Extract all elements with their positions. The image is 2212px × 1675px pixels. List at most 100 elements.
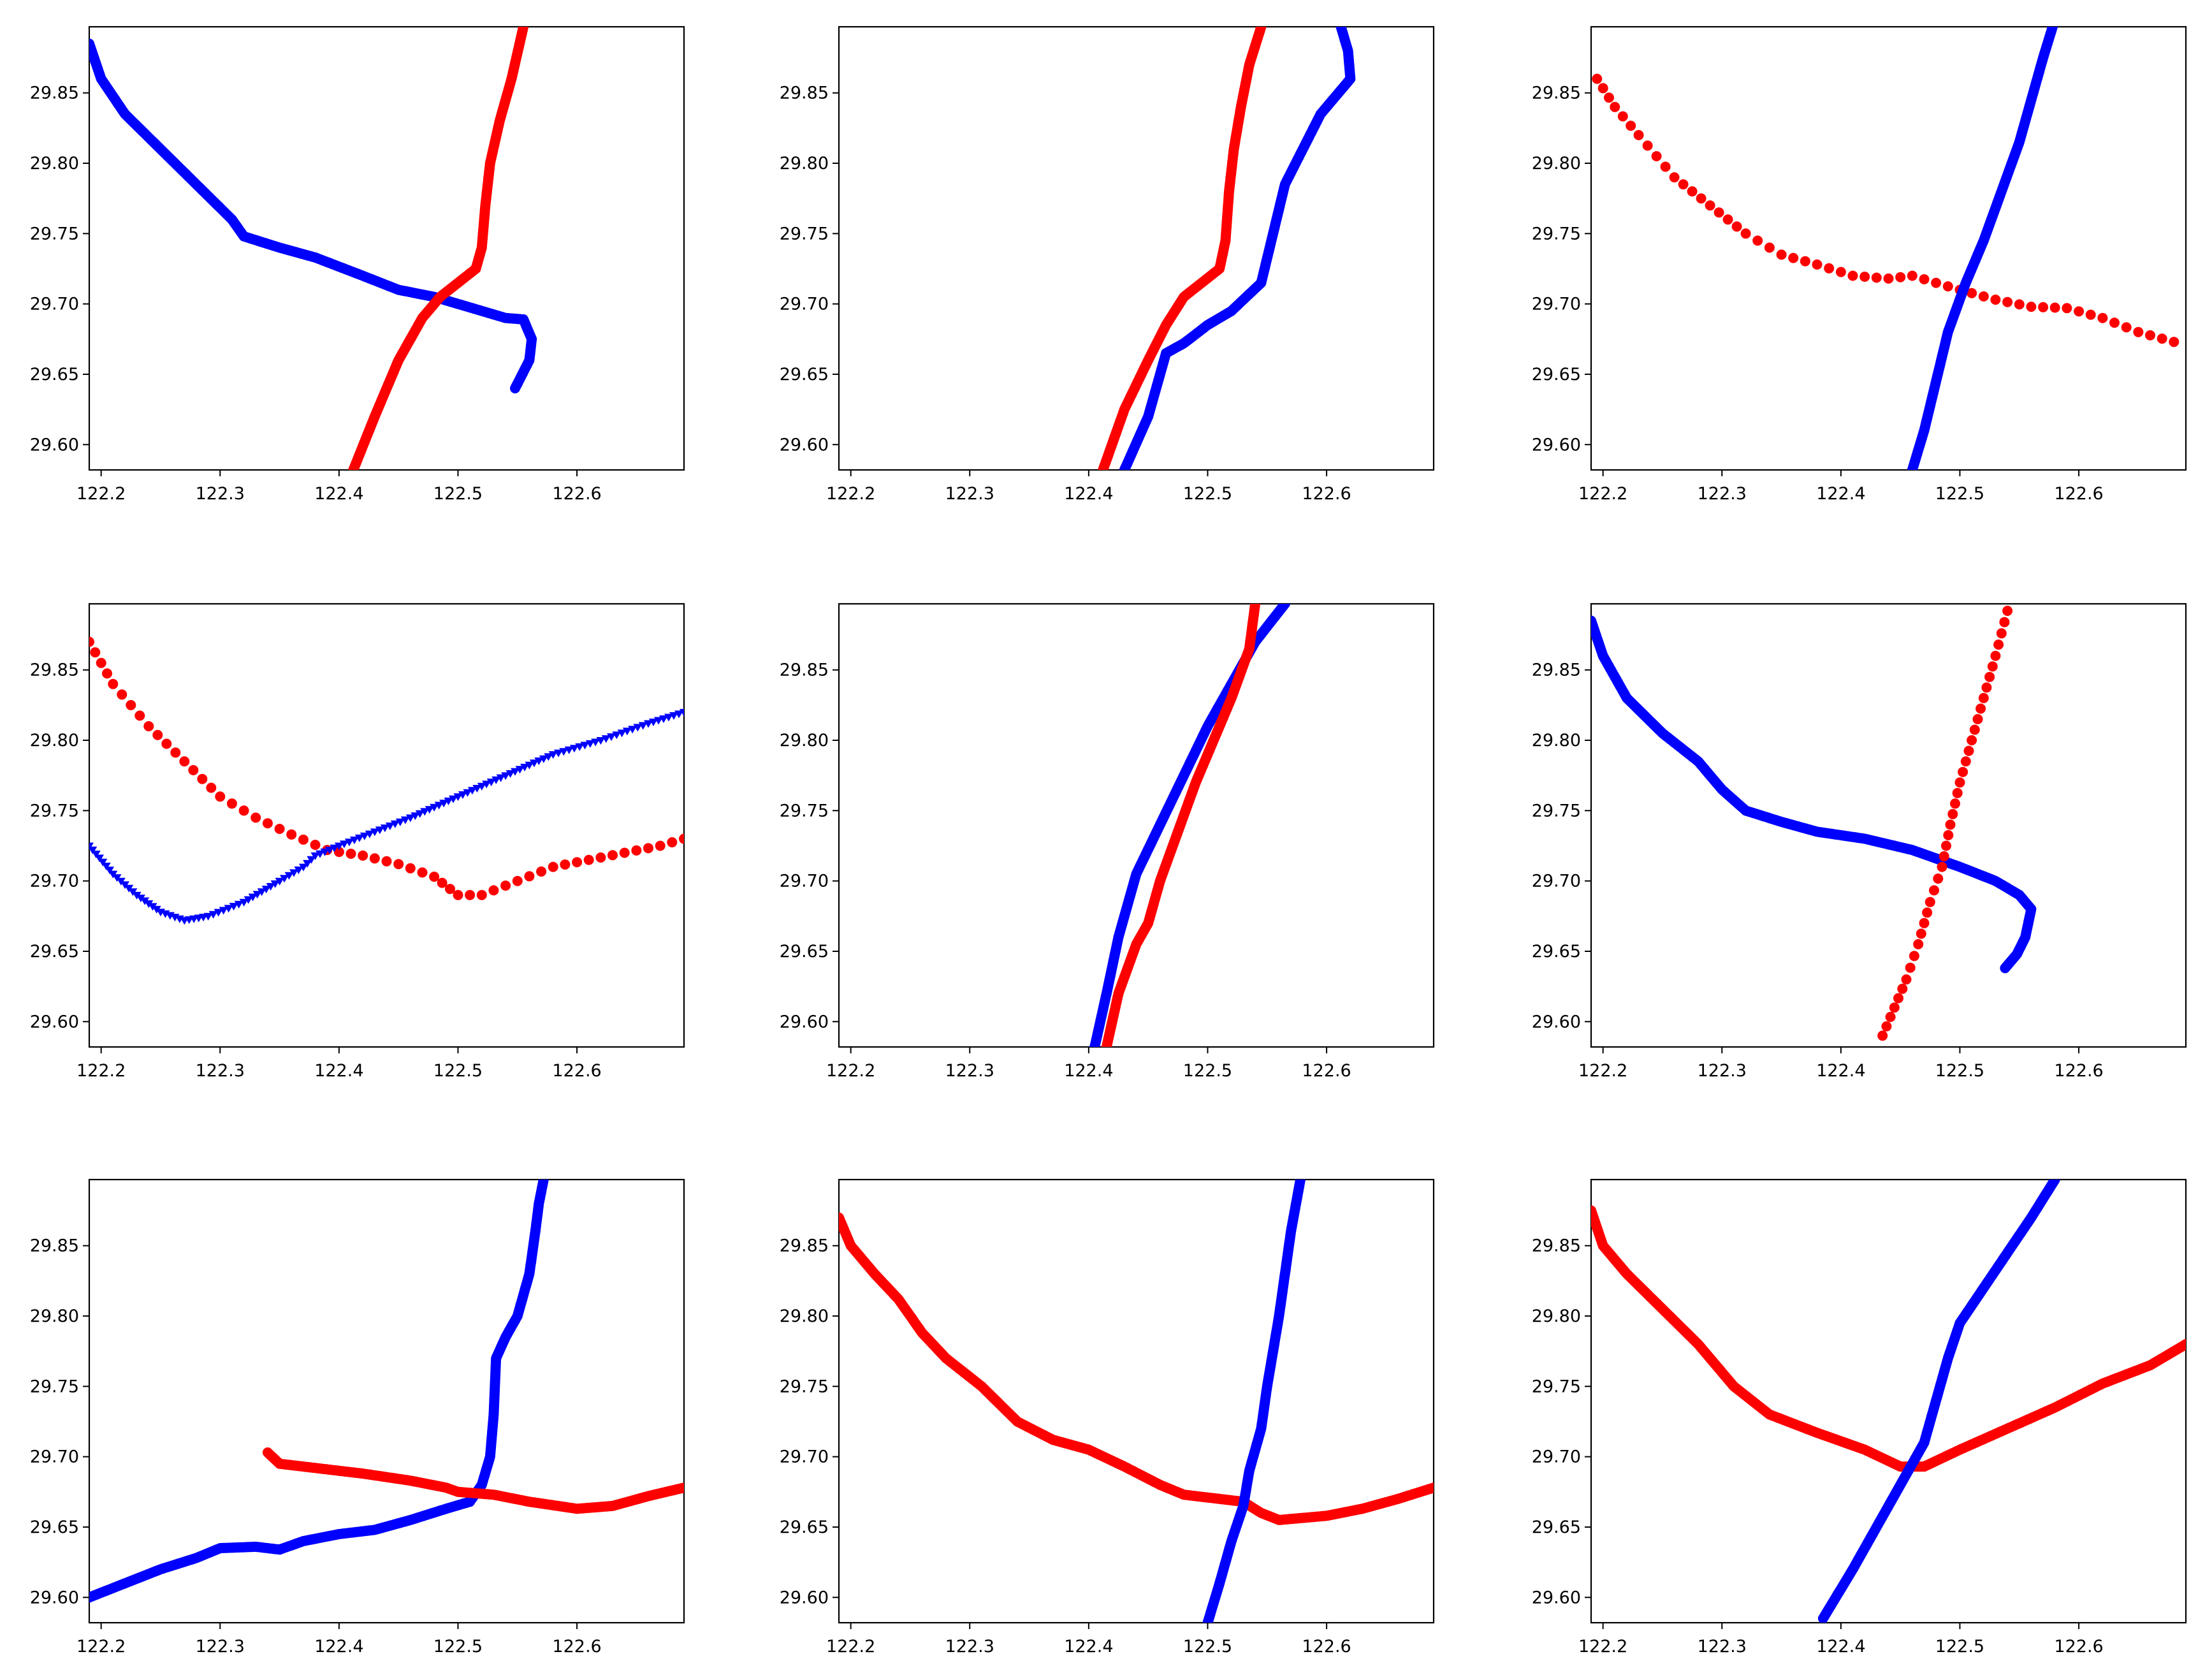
- data-point: [1929, 885, 1939, 896]
- x-tick-label: 122.6: [2054, 1061, 2103, 1081]
- data-point: [554, 749, 563, 757]
- data-point: [286, 829, 297, 840]
- x-tick-label: 122.6: [2054, 484, 2103, 504]
- series-blue: [1817, 1180, 2060, 1623]
- data-point: [500, 881, 511, 891]
- y-tick-label: 29.60: [30, 435, 79, 455]
- data-point: [365, 830, 374, 838]
- y-tick-label: 29.80: [780, 731, 829, 750]
- data-point: [1731, 221, 1742, 232]
- x-tick-label: 122.3: [945, 484, 994, 504]
- data-point: [434, 801, 444, 810]
- y-tick-label: 29.85: [30, 1236, 79, 1256]
- data-point: [1279, 604, 1290, 609]
- x-tick-label: 122.2: [826, 1061, 875, 1081]
- plot-area: [89, 27, 537, 470]
- x-tick-label: 122.5: [1935, 1061, 1984, 1081]
- data-point: [1764, 242, 1775, 253]
- x-tick-label: 122.4: [1816, 484, 1865, 504]
- data-point: [2049, 1180, 2060, 1185]
- data-point: [2026, 302, 2037, 312]
- x-tick-label: 122.5: [433, 1637, 483, 1657]
- data-point: [1954, 777, 1965, 788]
- subplot-1: 122.2 122.3 122.4 122.5 122.629.6029.6529.70…: [30, 26, 685, 504]
- data-point: [219, 907, 228, 915]
- data-point: [680, 708, 684, 717]
- data-point: [89, 636, 94, 647]
- data-point: [1597, 83, 1608, 94]
- data-point: [320, 848, 330, 856]
- data-point: [679, 833, 684, 844]
- data-point: [1604, 92, 1614, 103]
- subplot-9: 122.2 122.3 122.4 122.5 122.629.6029.6529.70…: [1532, 1178, 2187, 1657]
- series-blue: [1202, 1180, 1306, 1623]
- data-point: [1722, 214, 1733, 225]
- data-point: [330, 844, 339, 852]
- data-point: [548, 861, 558, 872]
- x-tick-label: 122.4: [1064, 1061, 1113, 1081]
- data-point: [1919, 274, 1930, 284]
- data-point: [654, 717, 663, 725]
- x-tick-label: 122.5: [433, 484, 483, 504]
- data-point: [333, 847, 344, 858]
- data-point: [294, 867, 303, 874]
- data-point: [1913, 939, 1924, 949]
- data-point: [1696, 193, 1706, 204]
- data-point: [482, 780, 491, 789]
- subplot-5: 122.2 122.3 122.4 122.5 122.629.6029.6529.70…: [780, 603, 1435, 1081]
- data-point: [669, 712, 678, 720]
- y-tick-label: 29.60: [780, 435, 829, 455]
- data-point: [491, 776, 501, 784]
- data-point: [98, 858, 108, 867]
- series-blue: [1907, 27, 2058, 470]
- data-point: [1824, 263, 1835, 274]
- data-point: [572, 857, 583, 868]
- y-tick-label: 29.70: [780, 295, 829, 314]
- y-tick-label: 29.85: [780, 84, 829, 103]
- data-point: [1969, 724, 1980, 735]
- data-point: [215, 791, 226, 802]
- data-point: [417, 867, 428, 878]
- data-point: [1883, 273, 1894, 284]
- data-point: [1871, 272, 1882, 283]
- data-point: [152, 905, 161, 914]
- x-tick-label: 122.6: [552, 1061, 601, 1081]
- plot-area: [1089, 604, 1290, 1047]
- y-tick-label: 29.70: [1532, 295, 1581, 314]
- data-point: [453, 889, 463, 900]
- data-point: [381, 856, 392, 867]
- x-tick-label: 122.3: [196, 1061, 245, 1081]
- data-point: [472, 785, 482, 793]
- data-point: [108, 678, 119, 689]
- data-point: [644, 720, 653, 728]
- x-tick-label: 122.4: [314, 1637, 363, 1657]
- plot-area: [89, 1180, 684, 1603]
- data-point: [2121, 322, 2132, 333]
- data-point: [1939, 851, 1949, 861]
- data-point: [2038, 302, 2049, 312]
- x-tick-label: 122.3: [1698, 1637, 1747, 1657]
- data-point: [524, 871, 535, 882]
- data-point: [360, 832, 369, 840]
- data-point: [539, 755, 548, 763]
- x-tick-label: 122.4: [1064, 1637, 1113, 1657]
- x-tick-label: 122.5: [1183, 1061, 1232, 1081]
- data-point: [126, 699, 136, 710]
- data-point: [596, 737, 606, 745]
- data-point: [1933, 874, 1944, 884]
- data-point: [612, 731, 622, 740]
- data-point: [1942, 281, 1953, 292]
- data-point: [585, 740, 595, 748]
- data-point: [310, 852, 320, 860]
- data-point: [266, 882, 275, 891]
- y-tick-label: 29.70: [30, 295, 79, 314]
- data-point: [655, 840, 666, 851]
- data-point: [1429, 1482, 1434, 1493]
- x-tick-label: 122.5: [433, 1061, 483, 1081]
- data-point: [1919, 918, 1930, 928]
- x-tick-label: 122.5: [1935, 484, 1984, 504]
- data-point: [2097, 312, 2108, 323]
- y-tick-label: 29.60: [1532, 435, 1581, 455]
- data-point: [148, 903, 157, 911]
- data-point: [143, 721, 154, 731]
